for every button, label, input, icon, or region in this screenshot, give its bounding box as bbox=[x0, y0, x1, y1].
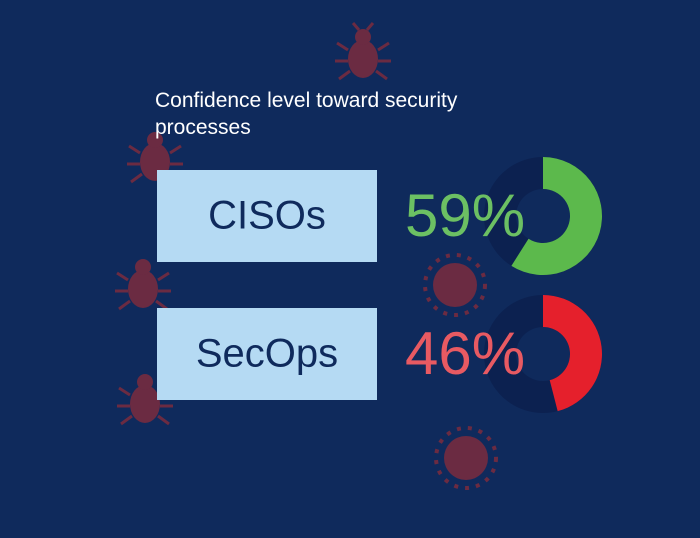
category-label: SecOps bbox=[196, 332, 338, 376]
category-label: CISOs bbox=[208, 194, 326, 238]
bug-icon bbox=[117, 374, 173, 426]
donut-slice bbox=[511, 157, 602, 275]
bug-icon bbox=[127, 132, 183, 184]
bug-icon bbox=[335, 22, 391, 81]
donut-slice bbox=[543, 295, 602, 412]
bug-icon bbox=[115, 259, 171, 311]
category-box bbox=[157, 170, 377, 262]
value-label: 46% bbox=[405, 320, 525, 387]
virus-icon bbox=[423, 253, 487, 317]
bug-decorations bbox=[115, 22, 498, 490]
virus-icon bbox=[434, 426, 498, 490]
category-box bbox=[157, 308, 377, 400]
chart-title: Confidence level toward security processe… bbox=[155, 89, 458, 139]
value-label: 59% bbox=[405, 182, 525, 249]
